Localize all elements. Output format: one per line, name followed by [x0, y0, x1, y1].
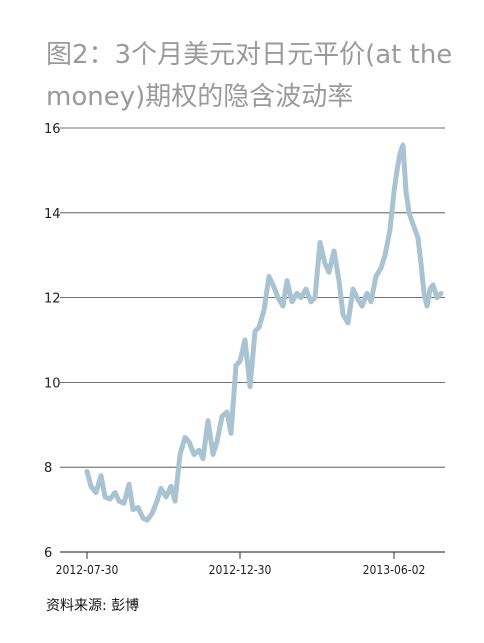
- y-tick-label: 16: [44, 122, 61, 137]
- chart-title: 图2：3个月美元对日元平价(at the money)期权的隐含波动率: [46, 40, 453, 112]
- series-line: [84, 142, 444, 523]
- y-tick-label: 12: [44, 292, 61, 307]
- y-tick-label: 10: [44, 376, 61, 391]
- series-group: [84, 142, 444, 523]
- y-tick-label: 8: [44, 461, 52, 476]
- x-tick-label: 2012-07-30: [56, 563, 119, 577]
- source-note: 资料来源: 彭博: [46, 598, 140, 614]
- y-tick-label: 14: [44, 207, 61, 222]
- y-axis-tick-labels: 6 8 10 12 14 16: [44, 122, 61, 561]
- y-tick-label: 6: [44, 546, 52, 561]
- x-tick-label: 2013-06-02: [363, 563, 426, 577]
- x-tick-label: 2012-12-30: [209, 563, 272, 577]
- line-chart: 6 8 10 12 14 16 2012-07-30 2012-12-30 2013-06-0…: [44, 122, 445, 577]
- x-axis: 2012-07-30 2012-12-30 2013-06-02: [56, 552, 426, 577]
